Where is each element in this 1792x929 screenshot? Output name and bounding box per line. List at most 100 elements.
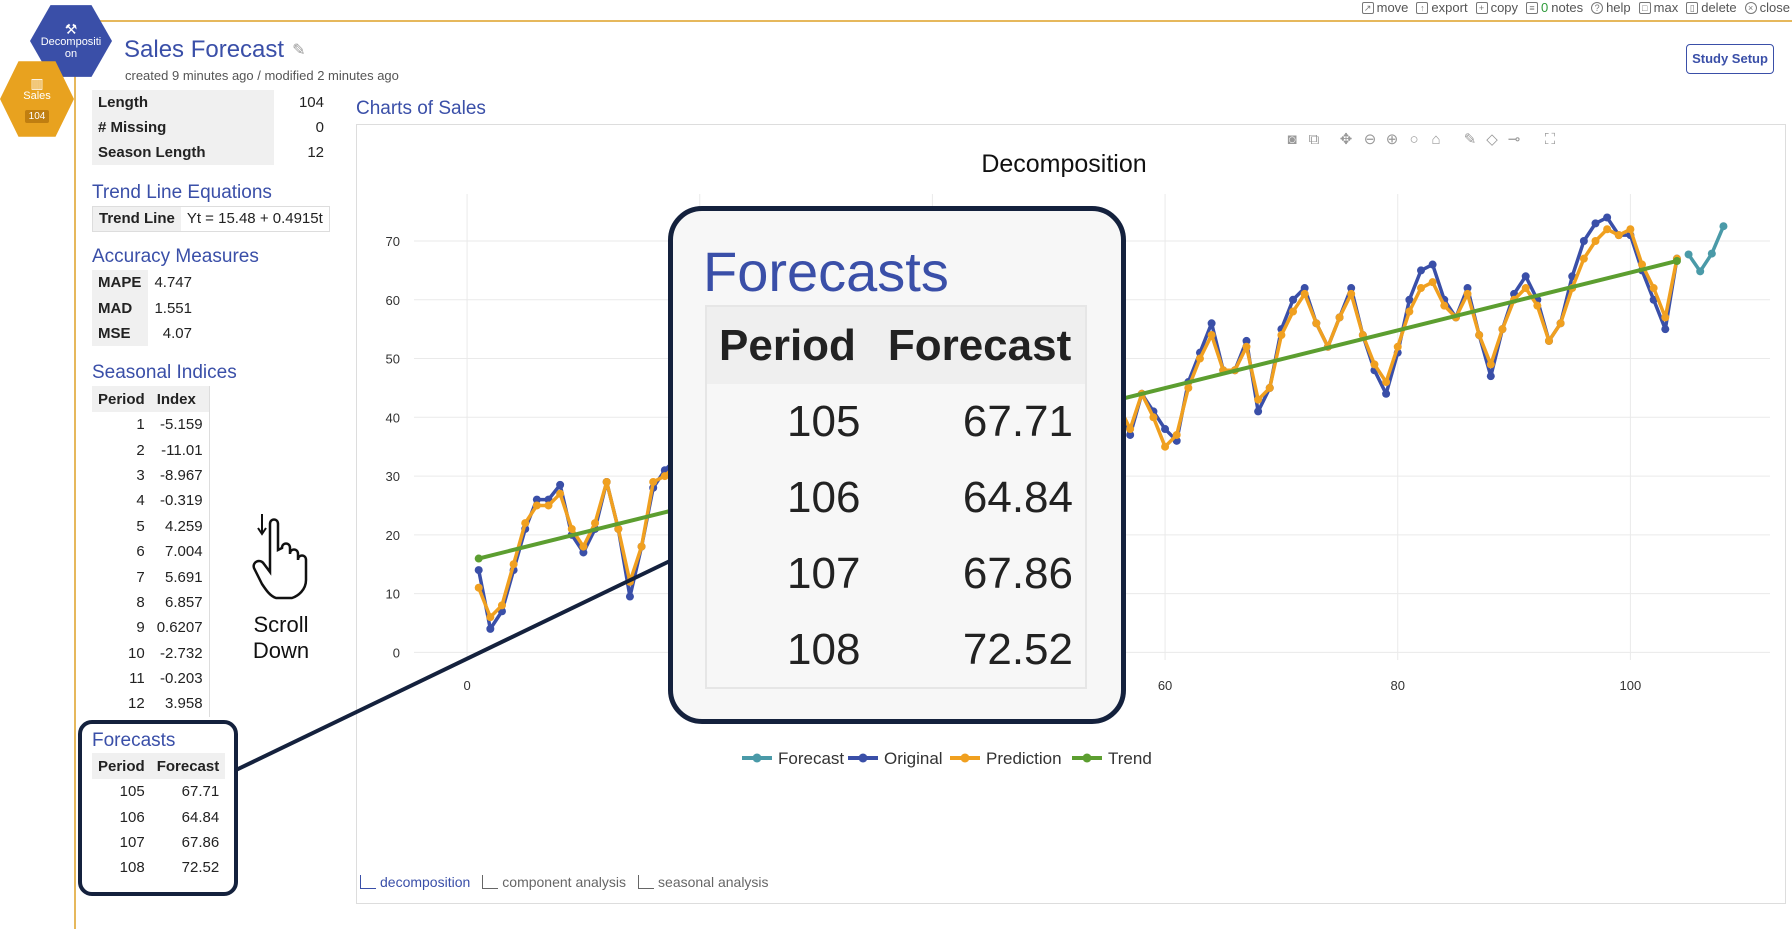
period-cell: 8: [136, 593, 145, 611]
table-row: 106 64.84: [92, 804, 225, 829]
period-cell: 7: [136, 568, 145, 586]
point-original: [1300, 284, 1309, 293]
point-prediction: [532, 501, 541, 510]
point-prediction: [1265, 383, 1274, 392]
delete-button[interactable]: ▯ delete: [1686, 0, 1737, 16]
point-original: [625, 592, 634, 601]
home-icon[interactable]: ⌂: [1431, 131, 1440, 148]
point-original: [579, 548, 588, 557]
point-original: [1579, 237, 1588, 246]
period-cell: 105: [119, 783, 145, 801]
edit-pencil-icon[interactable]: ✎: [292, 42, 306, 59]
y-tick-label: 40: [386, 410, 400, 425]
point-original: [1603, 213, 1612, 222]
table-row: 12 3.958: [92, 691, 209, 716]
point-prediction: [1556, 319, 1565, 328]
chart-title: Decomposition: [981, 150, 1146, 178]
pan-icon[interactable]: ✥: [1340, 131, 1353, 148]
point-prediction: [1521, 284, 1530, 293]
autoscale-icon[interactable]: ○: [1409, 131, 1418, 148]
point-prediction: [1533, 301, 1542, 310]
point-prediction: [591, 519, 600, 528]
period-cell: 12: [128, 695, 145, 713]
study-setup-button[interactable]: Study Setup: [1686, 44, 1774, 74]
tab-decomposition[interactable]: decomposition: [360, 874, 470, 890]
point-original: [1207, 319, 1216, 328]
point-forecast: [1707, 249, 1716, 258]
value-cell: 72.52: [181, 859, 220, 877]
notes-button[interactable]: ≡ 0 notes: [1526, 0, 1583, 16]
help-icon: ?: [1591, 2, 1604, 14]
max-button[interactable]: □ max: [1638, 0, 1678, 16]
close-icon: ×: [1744, 2, 1757, 14]
chart-legend: Forecast Original Prediction Trend: [742, 749, 1152, 768]
close-button[interactable]: × close: [1744, 0, 1790, 16]
lasso-icon[interactable]: ⧉: [1309, 131, 1320, 148]
export-button[interactable]: ↑ export: [1416, 0, 1468, 16]
legend-marker: [858, 753, 868, 763]
area-chart-icon: [482, 875, 499, 889]
value-cell: 6.857: [165, 593, 203, 611]
value-cell: 64.84: [962, 473, 1073, 522]
chart-tabs: decomposition component analysis seasona…: [360, 874, 769, 890]
point-prediction: [1254, 395, 1263, 404]
zoom-out-icon[interactable]: ⊖: [1364, 131, 1377, 148]
eraser-icon[interactable]: ◇: [1486, 131, 1498, 148]
tab-component-analysis[interactable]: component analysis: [482, 874, 626, 890]
export-icon: ↑: [1416, 2, 1429, 14]
table-row: 3 -8.967: [92, 463, 209, 488]
camera-icon[interactable]: ◙: [1287, 131, 1296, 148]
point-original: [1591, 219, 1600, 228]
point-prediction: [1440, 301, 1449, 310]
summary-table: Length 104 # Missing 0 Season Length 12: [92, 90, 330, 165]
point-prediction: [1195, 354, 1204, 363]
point-prediction: [1591, 237, 1600, 246]
table-row: 108 72.52: [706, 612, 1086, 688]
key-icon[interactable]: ⊸: [1508, 131, 1521, 148]
value-cell: -5.159: [160, 416, 203, 434]
point-original: [474, 566, 483, 575]
value-cell: 67.86: [962, 549, 1073, 598]
point-original: [1161, 425, 1170, 434]
fullscreen-icon[interactable]: ⛶: [1545, 131, 1556, 148]
period-cell: 11: [129, 670, 145, 688]
point-prediction: [486, 613, 495, 622]
value-cell: 4.259: [165, 517, 203, 535]
tab-seasonal-analysis[interactable]: seasonal analysis: [638, 874, 769, 890]
point-prediction: [497, 601, 506, 610]
period-cell: 1: [136, 416, 145, 434]
move-button[interactable]: ↗ move: [1361, 0, 1408, 16]
point-original: [1405, 295, 1414, 304]
point-original: [1417, 266, 1425, 275]
zoom-in-icon[interactable]: ⊕: [1386, 131, 1399, 148]
point-prediction: [1463, 289, 1472, 298]
table-row: 10 -2.732: [92, 641, 209, 666]
period-cell: 10: [128, 644, 145, 662]
chart-panel: [356, 124, 1786, 904]
table-row: Length 104: [92, 90, 330, 115]
point-prediction: [625, 577, 634, 586]
scroll-hand-icon: [252, 514, 308, 600]
page-subtitle: created 9 minutes ago / modified 2 minut…: [125, 68, 399, 83]
point-prediction: [1312, 319, 1321, 328]
pencil-icon[interactable]: ✎: [1464, 131, 1477, 148]
point-prediction: [521, 519, 530, 528]
point-prediction: [1603, 225, 1612, 234]
page-title: Sales Forecast ✎: [124, 36, 306, 63]
help-button[interactable]: ? help: [1591, 0, 1631, 16]
accuracy-section-title: Accuracy Measures: [92, 246, 259, 267]
point-original: [1486, 372, 1495, 381]
value-cell: 67.86: [181, 833, 220, 851]
point-prediction: [544, 501, 553, 510]
period-cell: 107: [119, 833, 145, 851]
point-prediction: [1486, 360, 1495, 369]
copy-button[interactable]: + copy: [1475, 0, 1518, 16]
table-header-row: Period Index: [92, 386, 210, 412]
point-prediction: [1393, 342, 1402, 351]
legend-label: Forecast: [778, 749, 844, 768]
point-prediction: [1661, 313, 1670, 322]
period-cell: 6: [136, 543, 145, 561]
period-cell: 106: [787, 473, 861, 522]
y-tick-label: 20: [386, 528, 400, 543]
point-prediction: [567, 524, 576, 533]
